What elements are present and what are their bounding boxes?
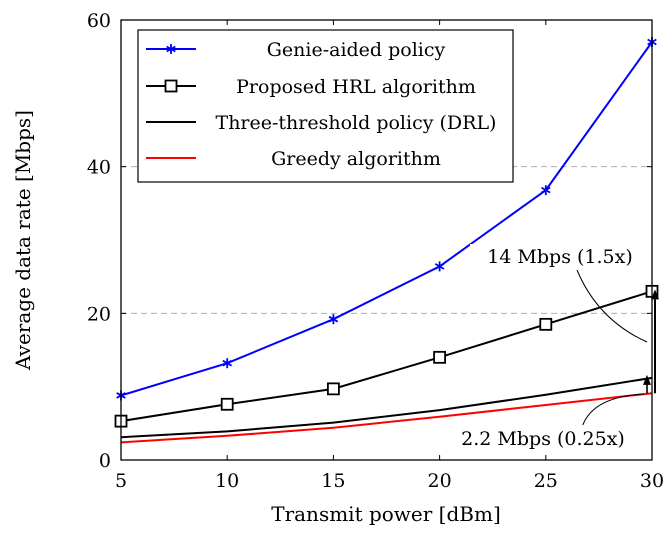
x-tick-label: 30	[640, 470, 664, 492]
asterisk-stroke	[166, 45, 176, 53]
annotation-bg-1	[470, 244, 652, 270]
plot-frame	[120, 19, 653, 461]
series-1-point	[220, 397, 234, 411]
x-tick-label: 25	[534, 470, 558, 492]
series-line-3	[120, 392, 653, 444]
annotations: 14 Mbps (1.5x) 2.2 Mbps (0.25x)	[437, 244, 659, 451]
series-line-0	[120, 41, 653, 397]
series-line-2	[120, 376, 653, 439]
ticks: 5 10 15 20 25 30 0 20 40 60	[87, 10, 664, 492]
series-0-point	[222, 358, 232, 369]
series-line-1	[120, 290, 653, 423]
series-1-point	[539, 317, 553, 331]
asterisk-stroke	[222, 359, 232, 367]
x-axis-label: Transmit power [dBm]	[271, 502, 501, 526]
y-tick-label: 60	[87, 10, 111, 32]
leader-1.5x	[576, 269, 648, 343]
series-1-point	[326, 382, 340, 396]
x-tick-label: 5	[115, 470, 127, 492]
annotation-1.5x: 14 Mbps (1.5x)	[487, 246, 633, 268]
x-tick-label: 10	[215, 470, 239, 492]
legend-label-2: Three-threshold policy (DRL)	[216, 112, 497, 134]
legend-label-3: Greedy algorithm	[271, 148, 441, 170]
legend-marker-0	[166, 44, 176, 54]
x-tick-label: 20	[428, 470, 452, 492]
asterisk-stroke	[541, 186, 551, 194]
asterisk-stroke	[328, 315, 339, 323]
asterisk-stroke	[434, 263, 445, 270]
grid	[121, 166, 652, 314]
legend-box	[137, 29, 514, 183]
series-0-point	[328, 314, 339, 325]
x-tick-label: 15	[321, 470, 345, 492]
y-tick-label: 40	[87, 157, 111, 179]
legend: Genie-aided policy Proposed HRL algorithm…	[137, 29, 514, 183]
series-0-point	[434, 261, 445, 272]
series-1-point	[433, 350, 447, 364]
annotation-bg-2	[437, 425, 650, 451]
legend-label-1: Proposed HRL algorithm	[236, 76, 476, 98]
y-tick-label: 0	[99, 450, 111, 472]
series-0-point	[541, 185, 551, 196]
y-axis-label: Average data rate [Mbps]	[11, 110, 35, 371]
arrow-head-drl-gain	[643, 374, 651, 385]
arrow-head-hrl-gain	[651, 289, 659, 300]
annotation-0.25x: 2.2 Mbps (0.25x)	[461, 428, 625, 450]
y-tick-label: 20	[87, 303, 111, 325]
legend-marker-1	[164, 79, 178, 93]
legend-label-0: Genie-aided policy	[267, 39, 446, 61]
